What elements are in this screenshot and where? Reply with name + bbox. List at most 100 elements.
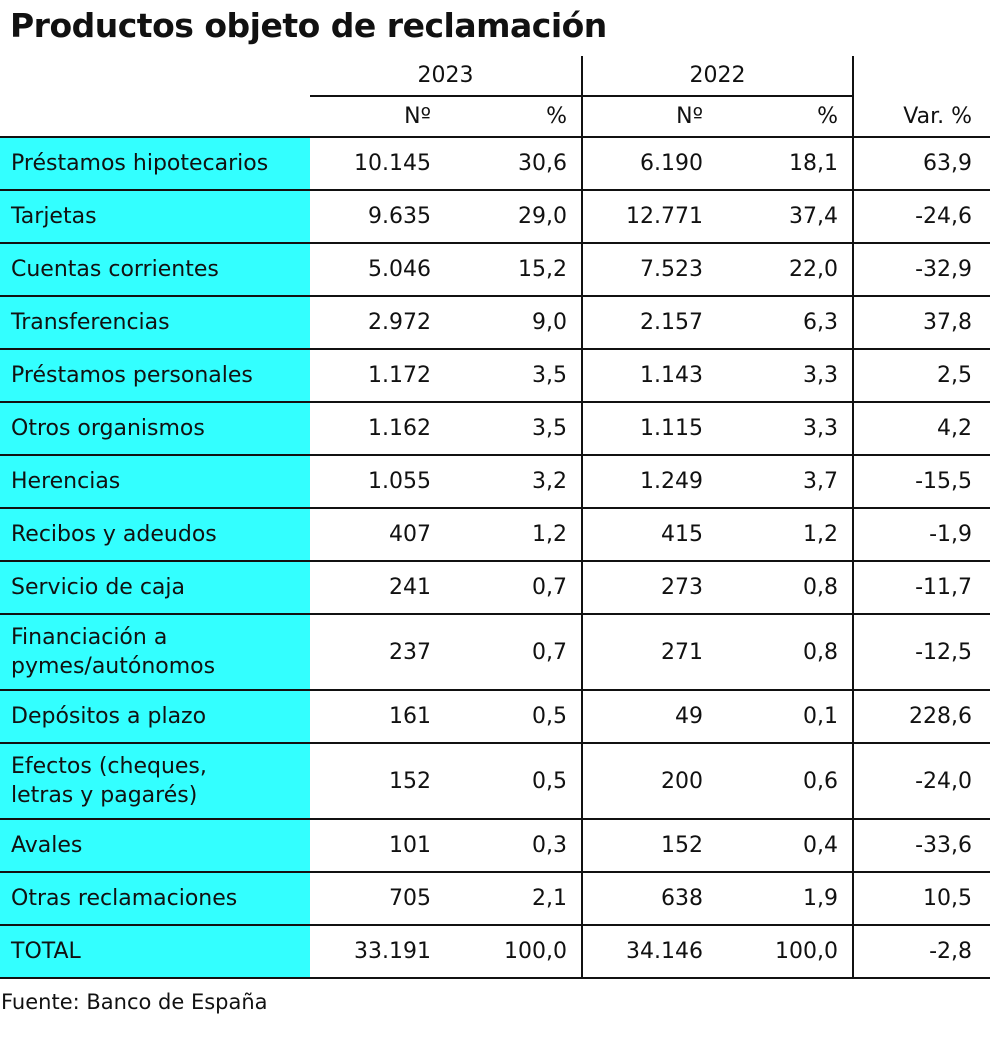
cell-pct-2022: 18,1 [717, 136, 853, 190]
cell-var-pct: 228,6 [852, 689, 990, 743]
cell-count-2023: 407 [310, 507, 445, 561]
row-label-line: Financiación a [11, 625, 168, 650]
cell-count-2023: 101 [310, 818, 445, 872]
cell-count-2022: 200 [581, 742, 717, 819]
cell-pct-2022: 3,7 [717, 454, 853, 508]
table-row: Avales 101 0,3 152 0,4 -33,6 [0, 818, 990, 872]
cell-count-2022: 34.146 [581, 924, 717, 979]
cell-var-pct: -1,9 [852, 507, 990, 561]
row-label: Avales [0, 818, 310, 872]
table-row: Tarjetas 9.635 29,0 12.771 37,4 -24,6 [0, 189, 990, 243]
cell-count-2022: 6.190 [581, 136, 717, 190]
cell-pct-2022: 0,8 [717, 613, 853, 690]
cell-var-pct: 63,9 [852, 136, 990, 190]
year-header-2023: 2023 [310, 56, 582, 97]
cell-pct-2023: 29,0 [445, 189, 582, 243]
cell-count-2023: 705 [310, 871, 445, 925]
cell-pct-2022: 0,6 [717, 742, 853, 819]
subheader-n-2023: Nº [310, 96, 445, 138]
cell-pct-2023: 3,5 [445, 348, 582, 402]
row-label: Cuentas corrientes [0, 242, 310, 296]
cell-var-pct: 37,8 [852, 295, 990, 349]
cell-pct-2023: 15,2 [445, 242, 582, 296]
subheader-row: Nº % Nº % Var. % [0, 96, 990, 138]
cell-var-pct: 2,5 [852, 348, 990, 402]
cell-pct-2023: 1,2 [445, 507, 582, 561]
cell-count-2023: 152 [310, 742, 445, 819]
cell-count-2022: 1.143 [581, 348, 717, 402]
row-label: Servicio de caja [0, 560, 310, 614]
cell-pct-2022: 1,9 [717, 871, 853, 925]
table-row: Transferencias 2.972 9,0 2.157 6,3 37,8 [0, 295, 990, 349]
cell-var-pct: -33,6 [852, 818, 990, 872]
cell-pct-2022: 3,3 [717, 348, 853, 402]
year-header-row: 2023 2022 [0, 56, 990, 97]
row-label-line: Efectos (cheques, [11, 754, 207, 779]
cell-var-pct: -11,7 [852, 560, 990, 614]
cell-count-2023: 2.972 [310, 295, 445, 349]
cell-pct-2023: 2,1 [445, 871, 582, 925]
cell-var-pct: -32,9 [852, 242, 990, 296]
table-row: Recibos y adeudos 407 1,2 415 1,2 -1,9 [0, 507, 990, 561]
cell-count-2022: 12.771 [581, 189, 717, 243]
row-label: Recibos y adeudos [0, 507, 310, 561]
subheader-corner [0, 96, 310, 138]
cell-count-2022: 49 [581, 689, 717, 743]
row-label: Préstamos hipotecarios [0, 136, 310, 190]
row-label: TOTAL [0, 924, 310, 979]
year-header-2022: 2022 [581, 56, 853, 97]
row-label-line: letras y pagarés) [11, 783, 198, 808]
subheader-var: Var. % [852, 96, 990, 138]
cell-count-2022: 152 [581, 818, 717, 872]
table-body: Préstamos hipotecarios 10.145 30,6 6.190 18,… [0, 136, 990, 979]
cell-count-2022: 1.249 [581, 454, 717, 508]
cell-pct-2022: 100,0 [717, 924, 853, 979]
cell-pct-2022: 3,3 [717, 401, 853, 455]
cell-count-2023: 9.635 [310, 189, 445, 243]
cell-count-2022: 271 [581, 613, 717, 690]
cell-count-2022: 2.157 [581, 295, 717, 349]
table-row: Financiación a pymes/autónomos 237 0,7 271 0,… [0, 613, 990, 690]
table-row: TOTAL 33.191 100,0 34.146 100,0 -2,8 [0, 924, 990, 979]
subheader-pct-2023: % [445, 96, 582, 138]
cell-count-2023: 1.172 [310, 348, 445, 402]
cell-pct-2022: 0,1 [717, 689, 853, 743]
cell-pct-2023: 0,5 [445, 742, 582, 819]
cell-var-pct: -12,5 [852, 613, 990, 690]
row-label: Otros organismos [0, 401, 310, 455]
cell-count-2023: 1.055 [310, 454, 445, 508]
cell-pct-2022: 22,0 [717, 242, 853, 296]
cell-var-pct: -2,8 [852, 924, 990, 979]
cell-count-2023: 161 [310, 689, 445, 743]
table-row: Servicio de caja 241 0,7 273 0,8 -11,7 [0, 560, 990, 614]
row-label: Depósitos a plazo [0, 689, 310, 743]
cell-pct-2023: 3,2 [445, 454, 582, 508]
cell-pct-2023: 0,5 [445, 689, 582, 743]
cell-pct-2023: 0,7 [445, 613, 582, 690]
table-row: Depósitos a plazo 161 0,5 49 0,1 228,6 [0, 689, 990, 743]
row-label: Financiación a pymes/autónomos [0, 613, 310, 690]
cell-pct-2022: 1,2 [717, 507, 853, 561]
cell-count-2022: 273 [581, 560, 717, 614]
header-var-spacer [852, 56, 990, 96]
source-note: Fuente: Banco de España [1, 990, 268, 1014]
row-label: Tarjetas [0, 189, 310, 243]
chart-title: Productos objeto de reclamación [10, 6, 607, 45]
cell-pct-2023: 9,0 [445, 295, 582, 349]
cell-pct-2022: 37,4 [717, 189, 853, 243]
table-row: Otras reclamaciones 705 2,1 638 1,9 10,5 [0, 871, 990, 925]
subheader-n-2022: Nº [581, 96, 717, 138]
cell-count-2022: 415 [581, 507, 717, 561]
cell-count-2023: 33.191 [310, 924, 445, 979]
cell-pct-2023: 30,6 [445, 136, 582, 190]
cell-var-pct: 10,5 [852, 871, 990, 925]
claims-table-container: 2023 2022 Nº % Nº % Var. % Préstamos hip… [0, 56, 990, 979]
table-row: Herencias 1.055 3,2 1.249 3,7 -15,5 [0, 454, 990, 508]
cell-pct-2023: 3,5 [445, 401, 582, 455]
claims-table: 2023 2022 Nº % Nº % Var. % Préstamos hip… [0, 56, 990, 979]
table-row: Cuentas corrientes 5.046 15,2 7.523 22,0 -32,… [0, 242, 990, 296]
cell-pct-2022: 6,3 [717, 295, 853, 349]
cell-pct-2022: 0,4 [717, 818, 853, 872]
row-label: Otras reclamaciones [0, 871, 310, 925]
cell-count-2022: 1.115 [581, 401, 717, 455]
